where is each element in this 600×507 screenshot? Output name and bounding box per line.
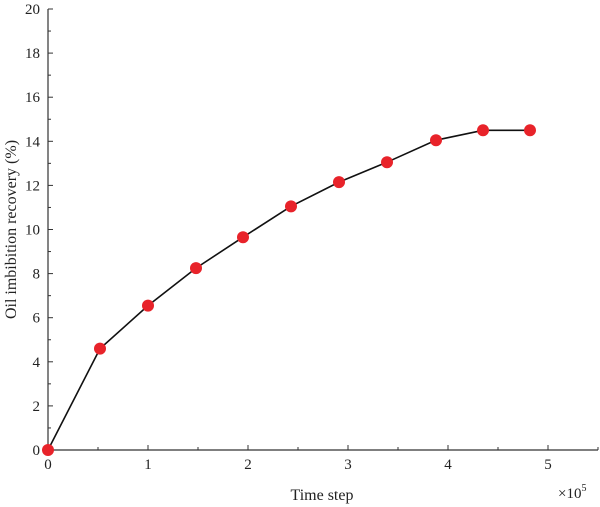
x-axis-ticks: 0 1 2 3 4 5 [44,445,599,473]
x-tick-label: 5 [544,457,552,473]
x-tick-label: 3 [344,457,352,473]
x-tick-label: 2 [244,457,252,473]
y-tick-label: 10 [25,223,40,239]
y-tick-label: 16 [25,90,41,106]
y-axis-ticks: 0 2 4 6 8 10 12 14 16 18 20 [25,2,53,459]
y-axis-title: Oil imbibition recovery (%) [3,140,20,319]
x-axis-multiplier-exponent: 5 [581,483,586,494]
y-tick-label: 12 [25,178,40,194]
y-tick-label: 18 [25,46,40,62]
x-tick-label: 1 [144,457,152,473]
y-tick-label: 4 [33,355,41,371]
series-line-group [47,129,530,451]
y-tick-label: 6 [33,311,41,327]
y-tick-label: 2 [33,399,41,415]
y-tick-label: 8 [33,267,41,283]
x-axis-title: Time step [291,487,354,504]
data-point [285,200,297,213]
data-point [237,231,249,244]
data-point [381,156,393,169]
x-tick-label: 4 [444,457,452,473]
plot-frame [47,9,598,451]
x-axis-multiplier-base: ×10 [558,486,581,502]
data-point [524,124,536,137]
data-point [94,342,106,355]
y-tick-label: 20 [25,2,40,18]
data-point [477,124,489,137]
x-tick-label: 0 [44,457,52,473]
data-point [430,134,442,147]
data-point [190,262,202,275]
y-tick-label: 14 [25,134,41,150]
series-points-group [42,124,536,456]
y-tick-label: 0 [33,443,41,459]
data-point [333,176,345,189]
x-axis-multiplier: ×105 [558,483,586,502]
series-line [47,129,530,451]
data-point [142,299,154,312]
data-point [42,444,54,456]
